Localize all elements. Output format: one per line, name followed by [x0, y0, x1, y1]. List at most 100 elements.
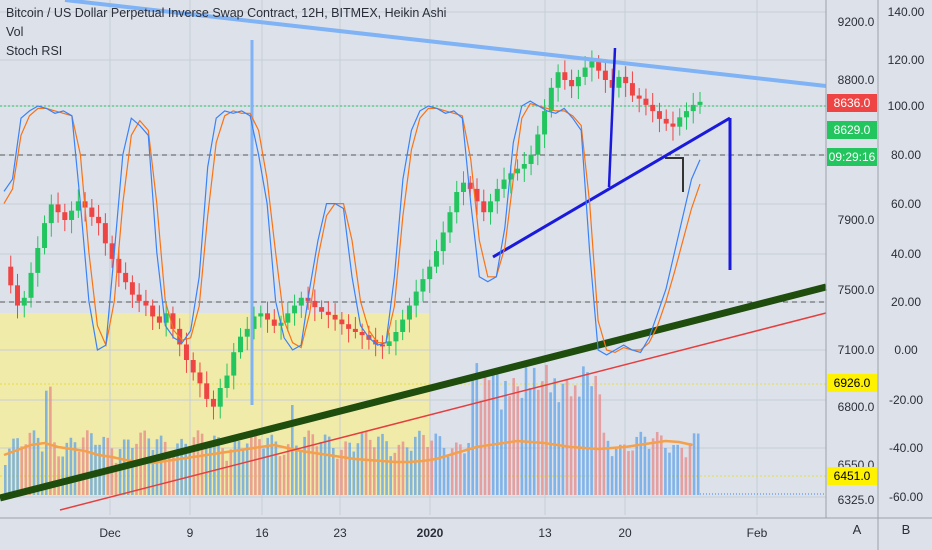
indicator-vol[interactable]: Vol — [6, 25, 24, 39]
price-tag-2-bg — [827, 148, 877, 166]
volume-bar — [286, 444, 290, 495]
stoch-tick-9: -40.00 — [889, 441, 923, 455]
volume-bar — [569, 396, 573, 495]
candle-body — [62, 212, 68, 220]
indicator-stoch-rsi[interactable]: Stoch RSI — [6, 44, 63, 58]
volume-bar — [471, 377, 474, 495]
candle-body — [629, 83, 635, 96]
volume-bar — [459, 444, 462, 495]
volume-bar — [565, 378, 569, 495]
candle-body — [55, 204, 61, 213]
candle-body — [481, 201, 487, 213]
price-tick-7: 6325.0 — [838, 493, 875, 507]
volume-bar — [348, 442, 351, 495]
candle-body — [474, 188, 480, 202]
volume-bar — [229, 449, 233, 495]
volume-bar — [487, 380, 491, 495]
volume-bar — [270, 434, 274, 495]
volume-bar — [336, 458, 339, 495]
volume-bar — [225, 460, 228, 495]
volume-bar — [381, 433, 384, 495]
volume-bar — [94, 444, 97, 495]
price-tick-4: 7100.0 — [838, 343, 875, 357]
candle-body — [217, 388, 223, 407]
volume-bar — [102, 436, 105, 495]
candle-body — [8, 266, 14, 286]
volume-bar — [680, 447, 684, 495]
volume-bar — [196, 430, 200, 495]
volume-bar — [405, 447, 409, 495]
price-tick-5: 6800.0 — [838, 400, 875, 414]
red-trendline — [59, 312, 827, 511]
candle-body — [143, 300, 149, 306]
candle-body — [488, 201, 494, 213]
spike-line — [607, 47, 617, 188]
stoch-d-line — [3, 102, 701, 354]
candle-body — [602, 70, 608, 80]
volume-bar — [319, 441, 323, 495]
volume-bar — [651, 438, 655, 495]
time-tick-2: 16 — [255, 526, 269, 540]
volume-bar — [40, 451, 44, 495]
volume-bar — [323, 434, 327, 495]
candles — [8, 50, 703, 420]
volume-bar — [475, 363, 479, 495]
volume-bar — [573, 385, 577, 495]
price-tag-2: 09:29:16 — [829, 150, 876, 164]
candle-body — [238, 336, 244, 353]
volume-bar — [602, 432, 606, 495]
candle-body — [21, 297, 27, 306]
volume-bar — [393, 452, 397, 495]
stoch-tick-4: 60.00 — [891, 197, 921, 211]
button-a[interactable]: A — [852, 522, 862, 537]
volume-bar — [418, 430, 421, 495]
volume-bar — [282, 454, 286, 495]
volume-bar — [73, 442, 77, 495]
volume-bar — [434, 433, 438, 495]
volume-bar — [373, 447, 376, 495]
volume-bar — [250, 432, 253, 495]
candle-body — [535, 134, 541, 155]
volume-bar — [278, 456, 282, 495]
stoch-rsi-lines — [3, 100, 701, 356]
volume-bar — [578, 396, 581, 495]
volume-bar — [106, 437, 110, 495]
candle-body — [163, 313, 169, 323]
volume-bar — [545, 364, 548, 495]
chart-title[interactable]: Bitcoin / US Dollar Perpetual Inverse Sw… — [6, 6, 447, 20]
volume-bar — [340, 449, 343, 495]
volume-bar — [16, 438, 19, 495]
volume-bar — [352, 451, 356, 495]
volume-bar — [479, 400, 483, 495]
volume-bar — [660, 435, 663, 495]
volume-bar — [668, 452, 671, 495]
price-tag-0-bg — [827, 94, 877, 112]
candle-body — [521, 164, 527, 169]
candle-body — [548, 87, 554, 112]
candle-body — [379, 344, 385, 347]
candle-body — [244, 328, 250, 337]
volume-bar — [627, 451, 630, 495]
volume-bar — [184, 443, 187, 495]
volume-bar — [414, 436, 417, 495]
candle-body — [332, 314, 338, 320]
candle-body — [231, 352, 237, 376]
candle-body — [494, 188, 500, 202]
time-tick-4: 2020 — [417, 526, 444, 540]
candle-body — [28, 272, 34, 298]
candle-body — [542, 111, 548, 135]
volume-bar — [28, 432, 32, 495]
price-tick-0: 9200.0 — [838, 15, 875, 29]
candle-body — [433, 251, 439, 267]
volume-bar — [90, 433, 93, 495]
volume-bar — [180, 438, 183, 495]
volume-bar — [647, 448, 651, 495]
volume-bar — [385, 441, 388, 495]
volume-bar — [442, 447, 446, 495]
resistance-line — [64, 0, 827, 88]
volume-bar — [389, 456, 392, 495]
volume-bar — [561, 383, 565, 495]
button-b[interactable]: B — [901, 522, 911, 537]
